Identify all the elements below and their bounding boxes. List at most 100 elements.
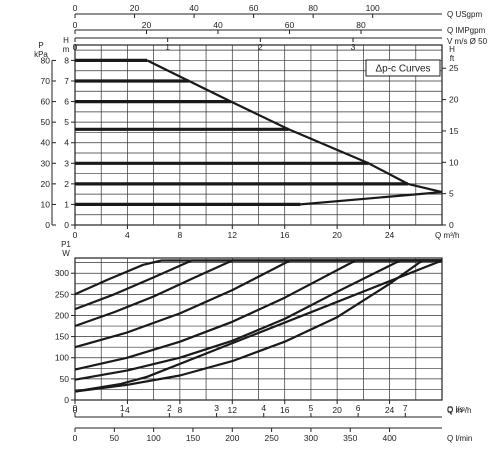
- head-top_usgpm-tick-label: 40: [189, 3, 199, 13]
- head-p-tick-label: 0: [45, 220, 50, 230]
- power-lmin-tick-label: 150: [186, 433, 200, 443]
- power-lmin-tick-label: 200: [225, 433, 239, 443]
- head-x-tick-label: 0: [73, 230, 78, 240]
- head-ft-tick-label: 10: [449, 157, 459, 167]
- head-ft-tick-label: 20: [449, 95, 459, 105]
- head-p-tick-label: 50: [41, 117, 51, 127]
- head-velocity-label: V m/s Ø 50: [447, 37, 488, 46]
- power-y-tick-label: 250: [55, 289, 69, 299]
- power-m3h-tick-label: 4: [125, 405, 130, 415]
- head-h-label-unit: m: [63, 45, 70, 54]
- head-ft-tick-label: 25: [449, 63, 459, 73]
- power-ls-tick-label: 2: [167, 403, 172, 413]
- power-ls-tick-label: 6: [356, 403, 361, 413]
- head-top_usgpm-tick-label: 0: [73, 3, 78, 13]
- head-top_velocity-tick-label: 0: [73, 42, 78, 52]
- head-x-tick-label: 12: [228, 230, 238, 240]
- head-impgpm-label: Q IMPgpm: [447, 26, 486, 35]
- head-p-tick-label: 40: [41, 138, 51, 148]
- head-p-tick-label: 10: [41, 199, 51, 209]
- head-ft-label-unit: ft: [450, 54, 455, 63]
- head-top_impgpm-tick-label: 40: [213, 20, 223, 30]
- legend-box: [365, 59, 441, 77]
- power-chart-grid: [75, 258, 442, 400]
- power-ls-tick-label: 1: [120, 403, 125, 413]
- head-curve-8: [300, 191, 443, 206]
- head-chart-axes: 0 4 8 12 16 20 24 Q m³/h012345678Hm010203040506…: [34, 3, 487, 240]
- head-x-tick-label: 16: [280, 230, 290, 240]
- power-lmin-tick-label: 250: [265, 433, 279, 443]
- head-p-label-unit: kPa: [34, 50, 48, 59]
- power-y-tick-label: 300: [55, 268, 69, 278]
- head-x-tick-label: 24: [385, 230, 395, 240]
- legend: Δp-c Curves: [365, 59, 441, 77]
- power-y-tick-label: 0: [64, 395, 69, 405]
- head-h-label-top: H: [63, 36, 69, 45]
- power-y-tick-label: 100: [55, 353, 69, 363]
- head-p-tick-label: 60: [41, 97, 51, 107]
- head-h-tick-label: 4: [64, 138, 69, 148]
- head-top_usgpm-tick-label: 60: [249, 3, 259, 13]
- power-ls-tick-label: 4: [261, 403, 266, 413]
- power-curve-1: [74, 259, 442, 393]
- head-h-tick-label: 8: [64, 55, 69, 65]
- head-top_usgpm-tick-label: 20: [130, 3, 140, 13]
- power-lmin-label: Q l/min: [447, 434, 472, 443]
- head-h-tick-label: 3: [64, 158, 69, 168]
- head-p-tick-label: 70: [41, 76, 51, 86]
- power-m3h-tick-label: 0: [73, 405, 78, 415]
- power-ls-tick-label: 7: [403, 403, 408, 413]
- head-top_usgpm-tick-label: 100: [366, 3, 380, 13]
- head-top_velocity-tick-label: 3: [351, 42, 356, 52]
- power-m3h-label: Q m³/h: [447, 406, 471, 415]
- legend-label: Δp-c Curves: [375, 64, 430, 75]
- head-h-tick-label: 0: [64, 220, 69, 230]
- power-m3h-tick-label: 8: [177, 405, 182, 415]
- head-x-axis-label: Q m³/h: [435, 231, 459, 240]
- power-ls-tick-label: 5: [309, 403, 314, 413]
- power-lmin-tick-label: 50: [110, 433, 120, 443]
- head-p-tick-label: 80: [41, 55, 51, 65]
- head-h-tick-label: 5: [64, 117, 69, 127]
- head-x-tick-label: 8: [177, 230, 182, 240]
- head-top_velocity-tick-label: 2: [258, 42, 263, 52]
- head-ft-tick-label: 0: [449, 220, 454, 230]
- head-top_velocity-tick-label: 1: [165, 42, 170, 52]
- power-lmin-tick-label: 300: [304, 433, 318, 443]
- power-curve-2: [74, 259, 442, 381]
- head-p-tick-label: 30: [41, 158, 51, 168]
- head-h-tick-label: 2: [64, 179, 69, 189]
- power-y-tick-label: 50: [60, 374, 70, 384]
- head-top_impgpm-tick-label: 60: [285, 20, 295, 30]
- power-ls-tick-label: 0: [73, 403, 78, 413]
- head-h-tick-label: 7: [64, 76, 69, 86]
- head-curve-7: [146, 59, 443, 194]
- power-chart-curves: [74, 259, 443, 393]
- head-top_impgpm-tick-label: 80: [356, 20, 366, 30]
- head-p-label-top: P: [38, 41, 43, 50]
- head-p-tick-label: 20: [41, 179, 51, 189]
- power-ls-tick-label: 3: [214, 403, 219, 413]
- power-lmin-tick-label: 400: [382, 433, 396, 443]
- power-y-tick-label: 150: [55, 332, 69, 342]
- head-top_usgpm-tick-label: 80: [308, 3, 318, 13]
- power-lmin-tick-label: 350: [343, 433, 357, 443]
- head-ft-tick-label: 5: [449, 189, 454, 199]
- power-lmin-tick-label: 100: [147, 433, 161, 443]
- power-m3h-tick-label: 12: [228, 405, 238, 415]
- head-h-tick-label: 6: [64, 97, 69, 107]
- power-m3h-tick-label: 16: [280, 405, 290, 415]
- head-ft-tick-label: 15: [449, 126, 459, 136]
- power-m3h-tick-label: 24: [385, 405, 395, 415]
- power-lmin-tick-label: 0: [73, 433, 78, 443]
- power-y-label-unit: W: [62, 249, 70, 258]
- head-x-tick-label: 20: [332, 230, 342, 240]
- head-usgpm-label: Q USgpm: [447, 10, 482, 19]
- head-chart-curves: [75, 58, 443, 206]
- head-top_impgpm-tick-label: 20: [142, 20, 152, 30]
- power-y-label-top: P1: [61, 240, 71, 249]
- head-x-tick-label: 4: [125, 230, 130, 240]
- head-h-tick-label: 1: [64, 199, 69, 209]
